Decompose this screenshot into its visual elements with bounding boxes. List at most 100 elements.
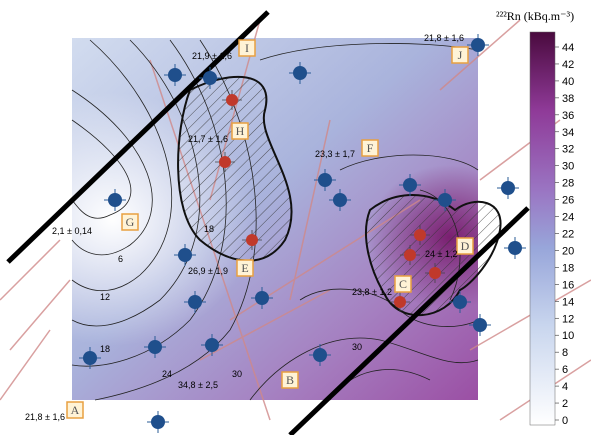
label-box bbox=[361, 139, 379, 157]
sample-point bbox=[504, 237, 526, 259]
sample-point bbox=[144, 336, 166, 358]
contour-label: 6 bbox=[118, 254, 123, 264]
label-box bbox=[281, 371, 299, 389]
point-measurement: 2,1 ± 0,14 bbox=[52, 226, 92, 236]
dot bbox=[108, 193, 122, 207]
contour-label: 30 bbox=[352, 342, 362, 352]
point-measurement: 21,7 ± 1,6 bbox=[188, 134, 228, 144]
colorbar-tick-label: 34 bbox=[562, 127, 574, 139]
label-box bbox=[231, 122, 249, 140]
point-measurement: 24 ± 1,2 bbox=[425, 249, 457, 259]
dot bbox=[473, 318, 487, 332]
colorbar-tick-label: 40 bbox=[562, 76, 574, 88]
sample-point bbox=[467, 34, 489, 56]
label-box bbox=[451, 46, 469, 64]
dot bbox=[429, 267, 441, 279]
dot bbox=[394, 296, 406, 308]
point-letter: I bbox=[245, 41, 249, 55]
colorbar-tick-label: 16 bbox=[562, 279, 574, 291]
colorbar-tick-label: 12 bbox=[562, 313, 574, 325]
sample-point bbox=[201, 334, 223, 356]
point-measurement: 23,3 ± 1,7 bbox=[315, 149, 355, 159]
point-letter: E bbox=[241, 261, 248, 275]
dot bbox=[318, 173, 332, 187]
point-letter: A bbox=[71, 403, 80, 417]
point-letter: J bbox=[458, 48, 463, 62]
fault-line bbox=[288, 206, 530, 435]
sample-point-red bbox=[390, 292, 410, 312]
dot bbox=[403, 178, 417, 192]
contours bbox=[71, 39, 479, 401]
sample-point bbox=[309, 344, 331, 366]
contour-label: 18 bbox=[204, 224, 214, 234]
label-box bbox=[236, 259, 254, 277]
sample-point-red bbox=[400, 245, 420, 265]
colorbar-tick-label: 44 bbox=[562, 42, 574, 54]
point-measurement: 21,9 ± 1,6 bbox=[192, 51, 232, 61]
point-letter: G bbox=[126, 215, 135, 229]
dot bbox=[414, 229, 426, 241]
sample-point bbox=[399, 174, 421, 196]
dot bbox=[151, 415, 165, 429]
colorbar-tick-label: 6 bbox=[562, 364, 568, 376]
dot bbox=[148, 340, 162, 354]
zone-1 bbox=[177, 75, 293, 262]
sample-point bbox=[434, 189, 456, 211]
dot bbox=[205, 338, 219, 352]
dot bbox=[178, 248, 192, 262]
point-measurement: 23,8 ± 1,2 bbox=[352, 287, 392, 297]
colorbar-tick-label: 32 bbox=[562, 144, 574, 156]
colorbar-tick-label: 20 bbox=[562, 245, 574, 257]
point-letter: D bbox=[461, 239, 470, 253]
label-box bbox=[456, 237, 474, 255]
dot bbox=[438, 193, 452, 207]
sample-point bbox=[497, 177, 519, 199]
dot bbox=[471, 38, 485, 52]
sample-point bbox=[79, 347, 101, 369]
dot bbox=[203, 71, 217, 85]
sample-point bbox=[314, 169, 336, 191]
colorbar-tick-label: 18 bbox=[562, 262, 574, 274]
sample-point-red bbox=[215, 152, 235, 172]
colorbar bbox=[529, 31, 556, 426]
sample-point bbox=[164, 64, 186, 86]
point-letter: C bbox=[399, 277, 407, 291]
point-measurement: 26,9 ± 1,9 bbox=[188, 266, 228, 276]
colorbar-tick-label: 28 bbox=[562, 178, 574, 190]
sample-point bbox=[251, 287, 273, 309]
point-measurement: 34,8 ± 2,5 bbox=[178, 380, 218, 390]
sample-point bbox=[469, 314, 491, 336]
point-letter: B bbox=[286, 373, 294, 387]
sample-point bbox=[289, 62, 311, 84]
sample-point bbox=[329, 189, 351, 211]
dot bbox=[83, 351, 97, 365]
sample-point-red bbox=[410, 225, 430, 245]
dot bbox=[404, 249, 416, 261]
contour-label: 18 bbox=[100, 344, 110, 354]
label-box bbox=[121, 213, 139, 231]
dot bbox=[333, 193, 347, 207]
label-box bbox=[394, 275, 412, 293]
colorbar-tick-label: 42 bbox=[562, 59, 574, 71]
dot bbox=[255, 291, 269, 305]
sample-point bbox=[147, 411, 169, 433]
colorbar-tick-label: 10 bbox=[562, 330, 574, 342]
fault-line bbox=[6, 10, 270, 264]
dot bbox=[453, 295, 467, 309]
colorbar-tick-label: 0 bbox=[562, 415, 568, 427]
label-box bbox=[66, 401, 84, 419]
sample-point-red bbox=[242, 230, 262, 250]
dot bbox=[219, 156, 231, 168]
sample-point bbox=[184, 291, 206, 313]
contour-label: 12 bbox=[100, 292, 110, 302]
point-measurement: 21,8 ± 1,6 bbox=[424, 33, 464, 43]
contour-label: 30 bbox=[232, 369, 242, 379]
sample-point bbox=[174, 244, 196, 266]
sample-point-red bbox=[425, 263, 445, 283]
colorbar-tick-label: 24 bbox=[562, 212, 574, 224]
dot bbox=[293, 66, 307, 80]
sample-point bbox=[449, 291, 471, 313]
colorbar-tick-label: 14 bbox=[562, 296, 574, 308]
point-letter: H bbox=[236, 124, 245, 138]
dot bbox=[508, 241, 522, 255]
